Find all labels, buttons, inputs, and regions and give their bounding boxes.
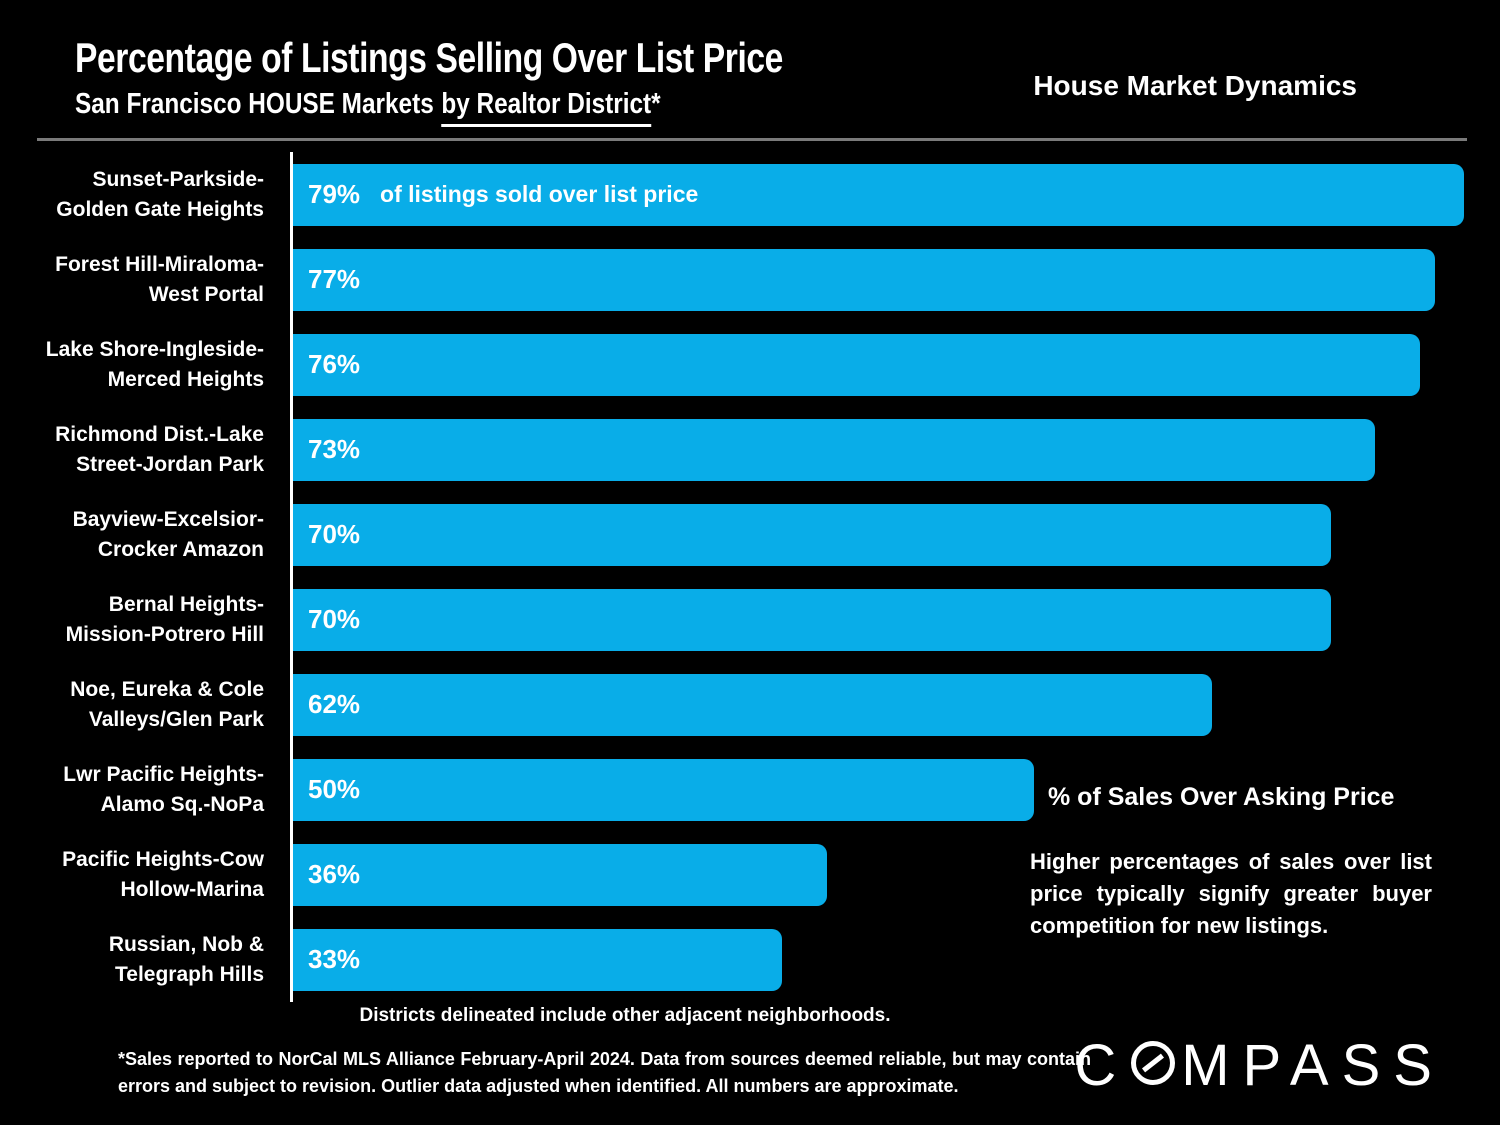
bar: 79% of listings sold over list price	[293, 163, 1465, 226]
category-label: Noe, Eureka & Cole Valleys/Glen Park	[70, 677, 264, 731]
bar-value-label: 70%	[308, 519, 361, 549]
chart-row: Lwr Pacific Heights- Alamo Sq.-NoPa 50%	[40, 747, 1500, 832]
chart-row: Sunset-Parkside- Golden Gate Heights 79% of…	[40, 152, 1500, 237]
chart-row: Russian, Nob & Telegraph Hills 33%	[40, 917, 1500, 1002]
compass-needle-o-icon	[1131, 1041, 1176, 1085]
bar-value-label: 73%	[308, 434, 361, 464]
chart-row: Forest Hill-Miraloma- West Portal 77%	[40, 237, 1500, 322]
bar-track: 79% of listings sold over list price	[290, 152, 1500, 237]
category-label: Bayview-Excelsior- Crocker Amazon	[72, 507, 264, 561]
bar-track: 50%	[290, 747, 1500, 832]
subtitle-asterisk: *	[651, 88, 661, 120]
bar-value-label: 79%	[308, 179, 361, 209]
compass-logo: C MPASS	[1074, 1032, 1445, 1099]
bar-track: 70%	[290, 577, 1500, 662]
bar-value-label: 77%	[308, 264, 361, 294]
bar-track: 62%	[290, 662, 1500, 747]
brand-label: House Market Dynamics	[1033, 70, 1357, 101]
chart-note: Districts delineated include other adjac…	[359, 1005, 891, 1026]
header-divider	[37, 138, 1467, 141]
category-label: Pacific Heights-Cow Hollow-Marina	[62, 847, 264, 901]
chart-row: Pacific Heights-Cow Hollow-Marina 36%	[40, 832, 1500, 917]
bar-track: 77%	[290, 237, 1500, 322]
category-label: Lwr Pacific Heights- Alamo Sq.-NoPa	[63, 762, 264, 816]
disclaimer: *Sales reported to NorCal MLS Alliance F…	[118, 1049, 1091, 1096]
bar-track: 73%	[290, 407, 1500, 492]
category-label: Russian, Nob & Telegraph Hills	[108, 932, 264, 986]
bar: 62%	[293, 673, 1213, 736]
bar: 33%	[293, 928, 783, 991]
logo-letter-c: C	[1074, 1033, 1130, 1098]
bar-track: 36%	[290, 832, 1500, 917]
category-label: Richmond Dist.-Lake Street-Jordan Park	[55, 422, 264, 476]
bar: 50%	[293, 758, 1035, 821]
bar-chart: Sunset-Parkside- Golden Gate Heights 79% of…	[40, 152, 1500, 1002]
logo-letters-mpass: MPASS	[1181, 1033, 1445, 1098]
bar-value-label: 70%	[308, 604, 361, 634]
subtitle-underlined: by Realtor District	[441, 88, 652, 127]
chart-row: Lake Shore-Ingleside- Merced Heights 76%	[40, 322, 1500, 407]
chart-rows: Sunset-Parkside- Golden Gate Heights 79% of…	[40, 152, 1500, 1002]
bar-track: 76%	[290, 322, 1500, 407]
bar-value-label: 33%	[308, 944, 361, 974]
chart-row: Bayview-Excelsior- Crocker Amazon 70%	[40, 492, 1500, 577]
bar-value-label: 50%	[308, 774, 361, 804]
bar: 77%	[293, 248, 1435, 311]
bar-track: 70%	[290, 492, 1500, 577]
bar: 70%	[293, 503, 1331, 566]
chart-row: Bernal Heights- Mission-Potrero Hill 70%	[40, 577, 1500, 662]
bar-track: 33%	[290, 917, 1500, 1002]
page-title: Percentage of Listings Selling Over List…	[75, 34, 783, 81]
bar: 73%	[293, 418, 1376, 481]
bar-value-label: 62%	[308, 689, 361, 719]
chart-row: Noe, Eureka & Cole Valleys/Glen Park 62%	[40, 662, 1500, 747]
first-bar-note: of listings sold over list price	[380, 181, 699, 207]
annotation-heading: % of Sales Over Asking Price	[1048, 783, 1395, 811]
bar: 76%	[293, 333, 1420, 396]
category-label: Lake Shore-Ingleside- Merced Heights	[45, 337, 264, 391]
category-label: Sunset-Parkside- Golden Gate Heights	[56, 167, 264, 221]
chart-row: Richmond Dist.-Lake Street-Jordan Park 73%	[40, 407, 1500, 492]
page-subtitle: San Francisco HOUSE Markets by Realtor Di…	[75, 88, 661, 127]
subtitle-prefix: San Francisco HOUSE Markets	[75, 88, 434, 120]
annotation-body: Higher percentages of sales over list pr…	[1030, 849, 1432, 938]
category-label: Forest Hill-Miraloma- West Portal	[55, 252, 264, 306]
bar-value-label: 76%	[308, 349, 361, 379]
bar: 36%	[293, 843, 827, 906]
bar: 70%	[293, 588, 1331, 651]
bar-value-label: 36%	[308, 859, 361, 889]
category-label: Bernal Heights- Mission-Potrero Hill	[65, 592, 264, 646]
